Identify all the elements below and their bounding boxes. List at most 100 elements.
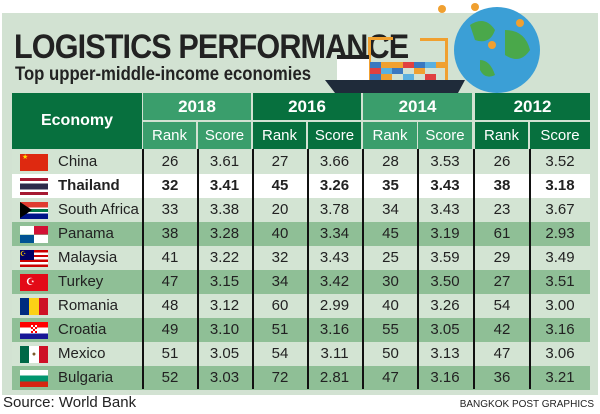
rank-cell: 47 bbox=[493, 345, 511, 362]
score-cell: 3.00 bbox=[545, 297, 575, 314]
column-divider bbox=[529, 149, 531, 389]
rank-cell: 34 bbox=[271, 273, 289, 290]
score-cell: 3.43 bbox=[319, 249, 350, 266]
economy-name: China bbox=[58, 153, 98, 170]
subtitle: Top upper-middle-income economies bbox=[15, 64, 312, 85]
score-cell: 3.67 bbox=[545, 201, 575, 218]
score-cell: 3.53 bbox=[430, 153, 460, 170]
bulgaria-flag bbox=[20, 370, 48, 387]
rank-cell: 55 bbox=[382, 321, 399, 338]
rank-cell: 38 bbox=[161, 225, 179, 242]
china-flag: ★ bbox=[20, 154, 48, 171]
rank-cell: 61 bbox=[493, 225, 511, 242]
economy-name: Mexico bbox=[58, 345, 106, 362]
table-row: South Africa 33 3.38 20 3.78 34 3.43 23 3.67 bbox=[12, 198, 590, 222]
rank-cell: 40 bbox=[271, 225, 289, 242]
score-cell: 3.49 bbox=[545, 249, 575, 266]
score-cell: 2.99 bbox=[319, 297, 350, 314]
mexico-flag: ● bbox=[20, 346, 48, 363]
economy-name: Malaysia bbox=[58, 249, 118, 266]
table-row: Croatia 49 3.10 51 3.16 55 3.05 42 3.16 bbox=[12, 318, 590, 342]
score-cell: 3.16 bbox=[319, 321, 350, 338]
score-cell: 3.10 bbox=[209, 321, 240, 338]
rank-cell: 34 bbox=[382, 201, 399, 218]
credit: BANGKOK POST GRAPHICS bbox=[459, 399, 594, 410]
rank-cell: 47 bbox=[382, 369, 399, 386]
score-cell: 3.13 bbox=[430, 345, 460, 362]
economy-name: Thailand bbox=[58, 177, 120, 194]
score-cell: 3.42 bbox=[319, 273, 350, 290]
score-cell: 3.22 bbox=[209, 249, 240, 266]
score-cell: 3.26 bbox=[319, 177, 350, 194]
table-row: Thailand 32 3.41 45 3.26 35 3.43 38 3.18 bbox=[12, 174, 590, 198]
column-divider bbox=[307, 149, 309, 389]
score-cell: 3.21 bbox=[545, 369, 575, 386]
rank-cell: 54 bbox=[271, 345, 289, 362]
rank-cell: 54 bbox=[493, 297, 511, 314]
cargo-ship-globe-illustration bbox=[325, 3, 540, 93]
score-cell: 3.41 bbox=[209, 177, 240, 194]
score-cell: 3.03 bbox=[209, 369, 240, 386]
malaysia-flag: ☪ bbox=[20, 250, 48, 267]
column-divider bbox=[252, 149, 254, 389]
table-row: ★ China 26 3.61 27 3.66 28 3.53 26 3.52 bbox=[12, 150, 590, 174]
economy-name: Turkey bbox=[58, 273, 104, 290]
table-row: ☪ Malaysia 41 3.22 32 3.43 25 3.59 29 3.49 bbox=[12, 246, 590, 270]
score-cell: 3.15 bbox=[209, 273, 240, 290]
rank-cell: 32 bbox=[271, 249, 289, 266]
croatia-flag bbox=[20, 322, 48, 339]
rank-cell: 50 bbox=[382, 345, 399, 362]
score-cell: 3.19 bbox=[430, 225, 460, 242]
rank-cell: 47 bbox=[161, 273, 179, 290]
rank-cell: 32 bbox=[161, 177, 179, 194]
column-divider bbox=[473, 149, 475, 389]
score-cell: 3.28 bbox=[209, 225, 240, 242]
economy-name: Panama bbox=[58, 225, 114, 242]
rank-cell: 49 bbox=[161, 321, 179, 338]
rank-cell: 20 bbox=[271, 201, 289, 218]
score-cell: 2.81 bbox=[319, 369, 350, 386]
rank-cell: 72 bbox=[271, 369, 289, 386]
rank-cell: 26 bbox=[161, 153, 179, 170]
rank-header: Rank bbox=[143, 122, 196, 149]
rank-cell: 60 bbox=[271, 297, 289, 314]
rank-cell: 45 bbox=[271, 177, 289, 194]
score-cell: 2.93 bbox=[545, 225, 575, 242]
economy-name: South Africa bbox=[58, 201, 139, 218]
year-header-2012: 2012 bbox=[475, 93, 590, 120]
turkey-flag: ☪ bbox=[20, 274, 48, 291]
table-row: Romania 48 3.12 60 2.99 40 3.26 54 3.00 bbox=[12, 294, 590, 318]
score-cell: 3.66 bbox=[319, 153, 350, 170]
thailand-flag bbox=[20, 178, 48, 195]
rank-header: Rank bbox=[363, 122, 417, 149]
rank-cell: 38 bbox=[493, 177, 511, 194]
table-row: ● Mexico 51 3.05 54 3.11 50 3.13 47 3.06 bbox=[12, 342, 590, 366]
column-divider bbox=[197, 149, 199, 389]
score-cell: 3.26 bbox=[430, 297, 460, 314]
score-cell: 3.50 bbox=[430, 273, 460, 290]
score-header: Score bbox=[198, 122, 251, 149]
column-divider bbox=[142, 149, 144, 389]
rank-cell: 27 bbox=[271, 153, 289, 170]
rank-cell: 51 bbox=[271, 321, 289, 338]
column-divider bbox=[417, 149, 419, 389]
rank-cell: 27 bbox=[493, 273, 511, 290]
score-cell: 3.43 bbox=[430, 201, 460, 218]
score-cell: 3.78 bbox=[319, 201, 350, 218]
score-cell: 3.11 bbox=[320, 345, 349, 362]
score-cell: 3.16 bbox=[430, 369, 460, 386]
rank-cell: 52 bbox=[161, 369, 179, 386]
rank-cell: 30 bbox=[382, 273, 399, 290]
score-cell: 3.16 bbox=[545, 321, 575, 338]
score-cell: 3.06 bbox=[545, 345, 575, 362]
table-row: Panama 38 3.28 40 3.34 45 3.19 61 2.93 bbox=[12, 222, 590, 246]
score-cell: 3.05 bbox=[430, 321, 460, 338]
rank-cell: 28 bbox=[382, 153, 399, 170]
rank-cell: 41 bbox=[161, 249, 179, 266]
rank-cell: 35 bbox=[382, 177, 399, 194]
south-africa-flag bbox=[20, 202, 48, 219]
rank-header: Rank bbox=[475, 122, 528, 149]
score-header: Score bbox=[530, 122, 590, 149]
rank-cell: 25 bbox=[382, 249, 399, 266]
score-cell: 3.61 bbox=[209, 153, 240, 170]
